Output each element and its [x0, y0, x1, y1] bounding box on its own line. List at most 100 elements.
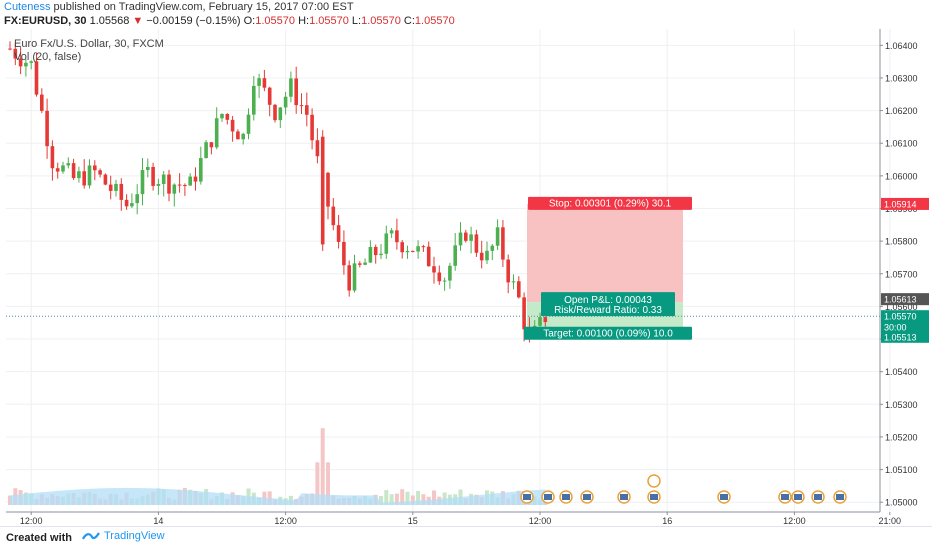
price-chart[interactable]: 1.06400 1.06300 1.06200 1.06100 1.06000 1.059… — [0, 0, 932, 526]
candle-body — [368, 246, 373, 263]
candle-body — [395, 230, 399, 243]
volume-bar — [405, 491, 410, 505]
low-value: 1.05570 — [361, 15, 401, 27]
stop-zone[interactable] — [527, 203, 683, 303]
time-tick-label: 16 — [662, 516, 672, 526]
candle-body — [8, 48, 12, 50]
candle-body — [347, 265, 351, 291]
candle-body — [479, 252, 484, 261]
candle-body — [146, 166, 150, 171]
pnl-text: Open P&L: 0.00043 — [564, 295, 652, 306]
event-flag-icon-fill — [814, 494, 822, 500]
candle-body — [119, 183, 124, 200]
volume-ma-area — [10, 487, 546, 505]
price-badge-bg — [881, 330, 929, 343]
close-value: 1.05570 — [414, 15, 455, 27]
time-tick-label: 12:00 — [274, 516, 297, 526]
candle-body — [103, 174, 108, 185]
volume-bar — [410, 495, 415, 505]
candle-body — [61, 165, 65, 172]
candle-body — [490, 245, 495, 251]
candle-body — [458, 232, 463, 246]
price-badge: 30:00 — [884, 323, 907, 333]
volume-bar — [326, 462, 330, 505]
candle-body — [34, 61, 39, 95]
price-tick-label: 1.06000 — [885, 171, 918, 181]
high-label: H: — [298, 15, 310, 27]
event-flag-icon-fill — [562, 494, 570, 500]
candle-body — [172, 184, 177, 194]
time-tick-label: 12:00 — [783, 516, 806, 526]
symbol-label[interactable]: FX:EURUSD, 30 — [4, 15, 87, 27]
candle-body — [188, 176, 192, 186]
price-tick-label: 1.05000 — [885, 498, 918, 508]
target-label: Target: 0.00100 (0.09%) 10.0 — [543, 328, 673, 339]
event-flag-icon-fill — [620, 494, 628, 500]
candle-body — [108, 184, 113, 191]
candle-body — [336, 225, 341, 242]
candle-body — [236, 131, 240, 140]
pnl-box[interactable] — [541, 292, 675, 317]
volume-legend[interactable]: Vol (20, false) — [14, 51, 82, 63]
candle-body — [241, 133, 245, 140]
candle-body — [389, 230, 394, 234]
candle-body — [50, 146, 55, 169]
candle-body — [273, 104, 277, 121]
price-tick-label: 1.06400 — [885, 41, 918, 51]
volume-bar — [416, 490, 421, 505]
volume-bar — [384, 490, 389, 505]
chart-legend-title[interactable]: Euro Fx/U.S. Dollar, 30, FXCM — [14, 38, 164, 50]
candle-body — [66, 163, 71, 166]
candle-body — [474, 234, 479, 253]
candle-body — [517, 281, 521, 298]
candle-body — [442, 280, 447, 282]
candle-body — [267, 87, 272, 105]
candle-body — [55, 168, 60, 172]
price-tick-label: 1.06100 — [885, 139, 918, 149]
price-change: −0.00159 (−0.15%) — [146, 15, 241, 27]
candle-body — [495, 227, 500, 246]
tradingview-brand[interactable]: TradingView — [82, 530, 165, 542]
candle-body — [135, 194, 139, 204]
candle-body — [199, 158, 203, 182]
stop-label-bg[interactable] — [528, 196, 692, 210]
candle-body — [214, 118, 219, 148]
event-flag-icon-fill — [523, 494, 531, 500]
candle-body — [246, 114, 251, 134]
price-tick-label: 1.05200 — [885, 432, 918, 442]
event-flag-icon-fill — [836, 494, 844, 500]
event-flag-icon[interactable] — [647, 474, 661, 488]
candle-body — [161, 174, 166, 184]
candle-body — [18, 58, 23, 67]
candle-body — [411, 250, 415, 252]
candle-body — [464, 232, 468, 241]
symbol-info-bar: FX:EURUSD, 30 1.05568 ▼ −0.00159 (−0.15%… — [0, 14, 932, 29]
candle-body — [40, 94, 44, 111]
event-flag-icon-fill — [583, 494, 591, 500]
candle-body — [522, 297, 526, 330]
low-label: L: — [351, 15, 362, 27]
candle-body — [310, 114, 314, 141]
volume-bar — [379, 496, 383, 505]
price-badge-bg — [881, 321, 929, 334]
candle-body — [167, 174, 171, 194]
open-label: O: — [243, 15, 256, 27]
candle-body — [283, 96, 288, 108]
author-link[interactable]: Cuteness — [4, 1, 51, 13]
time-tick-label: 21:00 — [879, 516, 902, 526]
candle-body — [98, 170, 102, 175]
price-badge-bg — [881, 310, 929, 323]
candle-body — [373, 246, 378, 256]
event-flag-icon-fill — [544, 494, 552, 500]
target-label-bg[interactable] — [524, 326, 692, 340]
candle-body — [331, 206, 336, 226]
candle-body — [24, 62, 28, 67]
candle-body — [342, 241, 346, 266]
candle-body — [230, 119, 235, 132]
candle-body — [130, 203, 134, 207]
candle-body — [315, 140, 320, 157]
time-tick-label: 15 — [408, 516, 418, 526]
volume-bar — [394, 493, 399, 505]
volume-bar — [320, 428, 325, 505]
price-badge: 1.05914 — [884, 199, 917, 209]
